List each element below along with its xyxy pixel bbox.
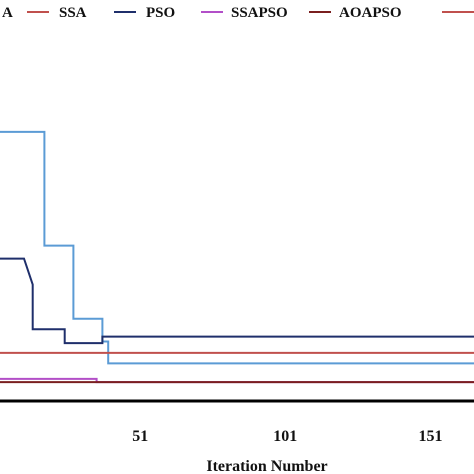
- legend-label-aoapso: AOAPSO: [339, 5, 402, 21]
- legend-label-pso: PSO: [146, 5, 175, 21]
- series-line-pso: [0, 257, 474, 345]
- x-tick-label: 151: [419, 428, 443, 445]
- legend-label-ssa: SSA: [59, 5, 87, 21]
- series-layer: [0, 130, 474, 384]
- x-tick-label: 51: [132, 428, 148, 445]
- legend-label-ssapso: SSAPSO: [231, 5, 288, 21]
- x-axis-title: Iteration Number: [206, 458, 327, 474]
- x-tick-label: 101: [273, 428, 297, 445]
- x-tick-labels: 51 101 151: [132, 428, 442, 445]
- legend-label-a: A: [2, 5, 13, 21]
- legend: A SSA PSO SSAPSO AOAPSO: [2, 5, 474, 21]
- series-line-a: [0, 130, 474, 365]
